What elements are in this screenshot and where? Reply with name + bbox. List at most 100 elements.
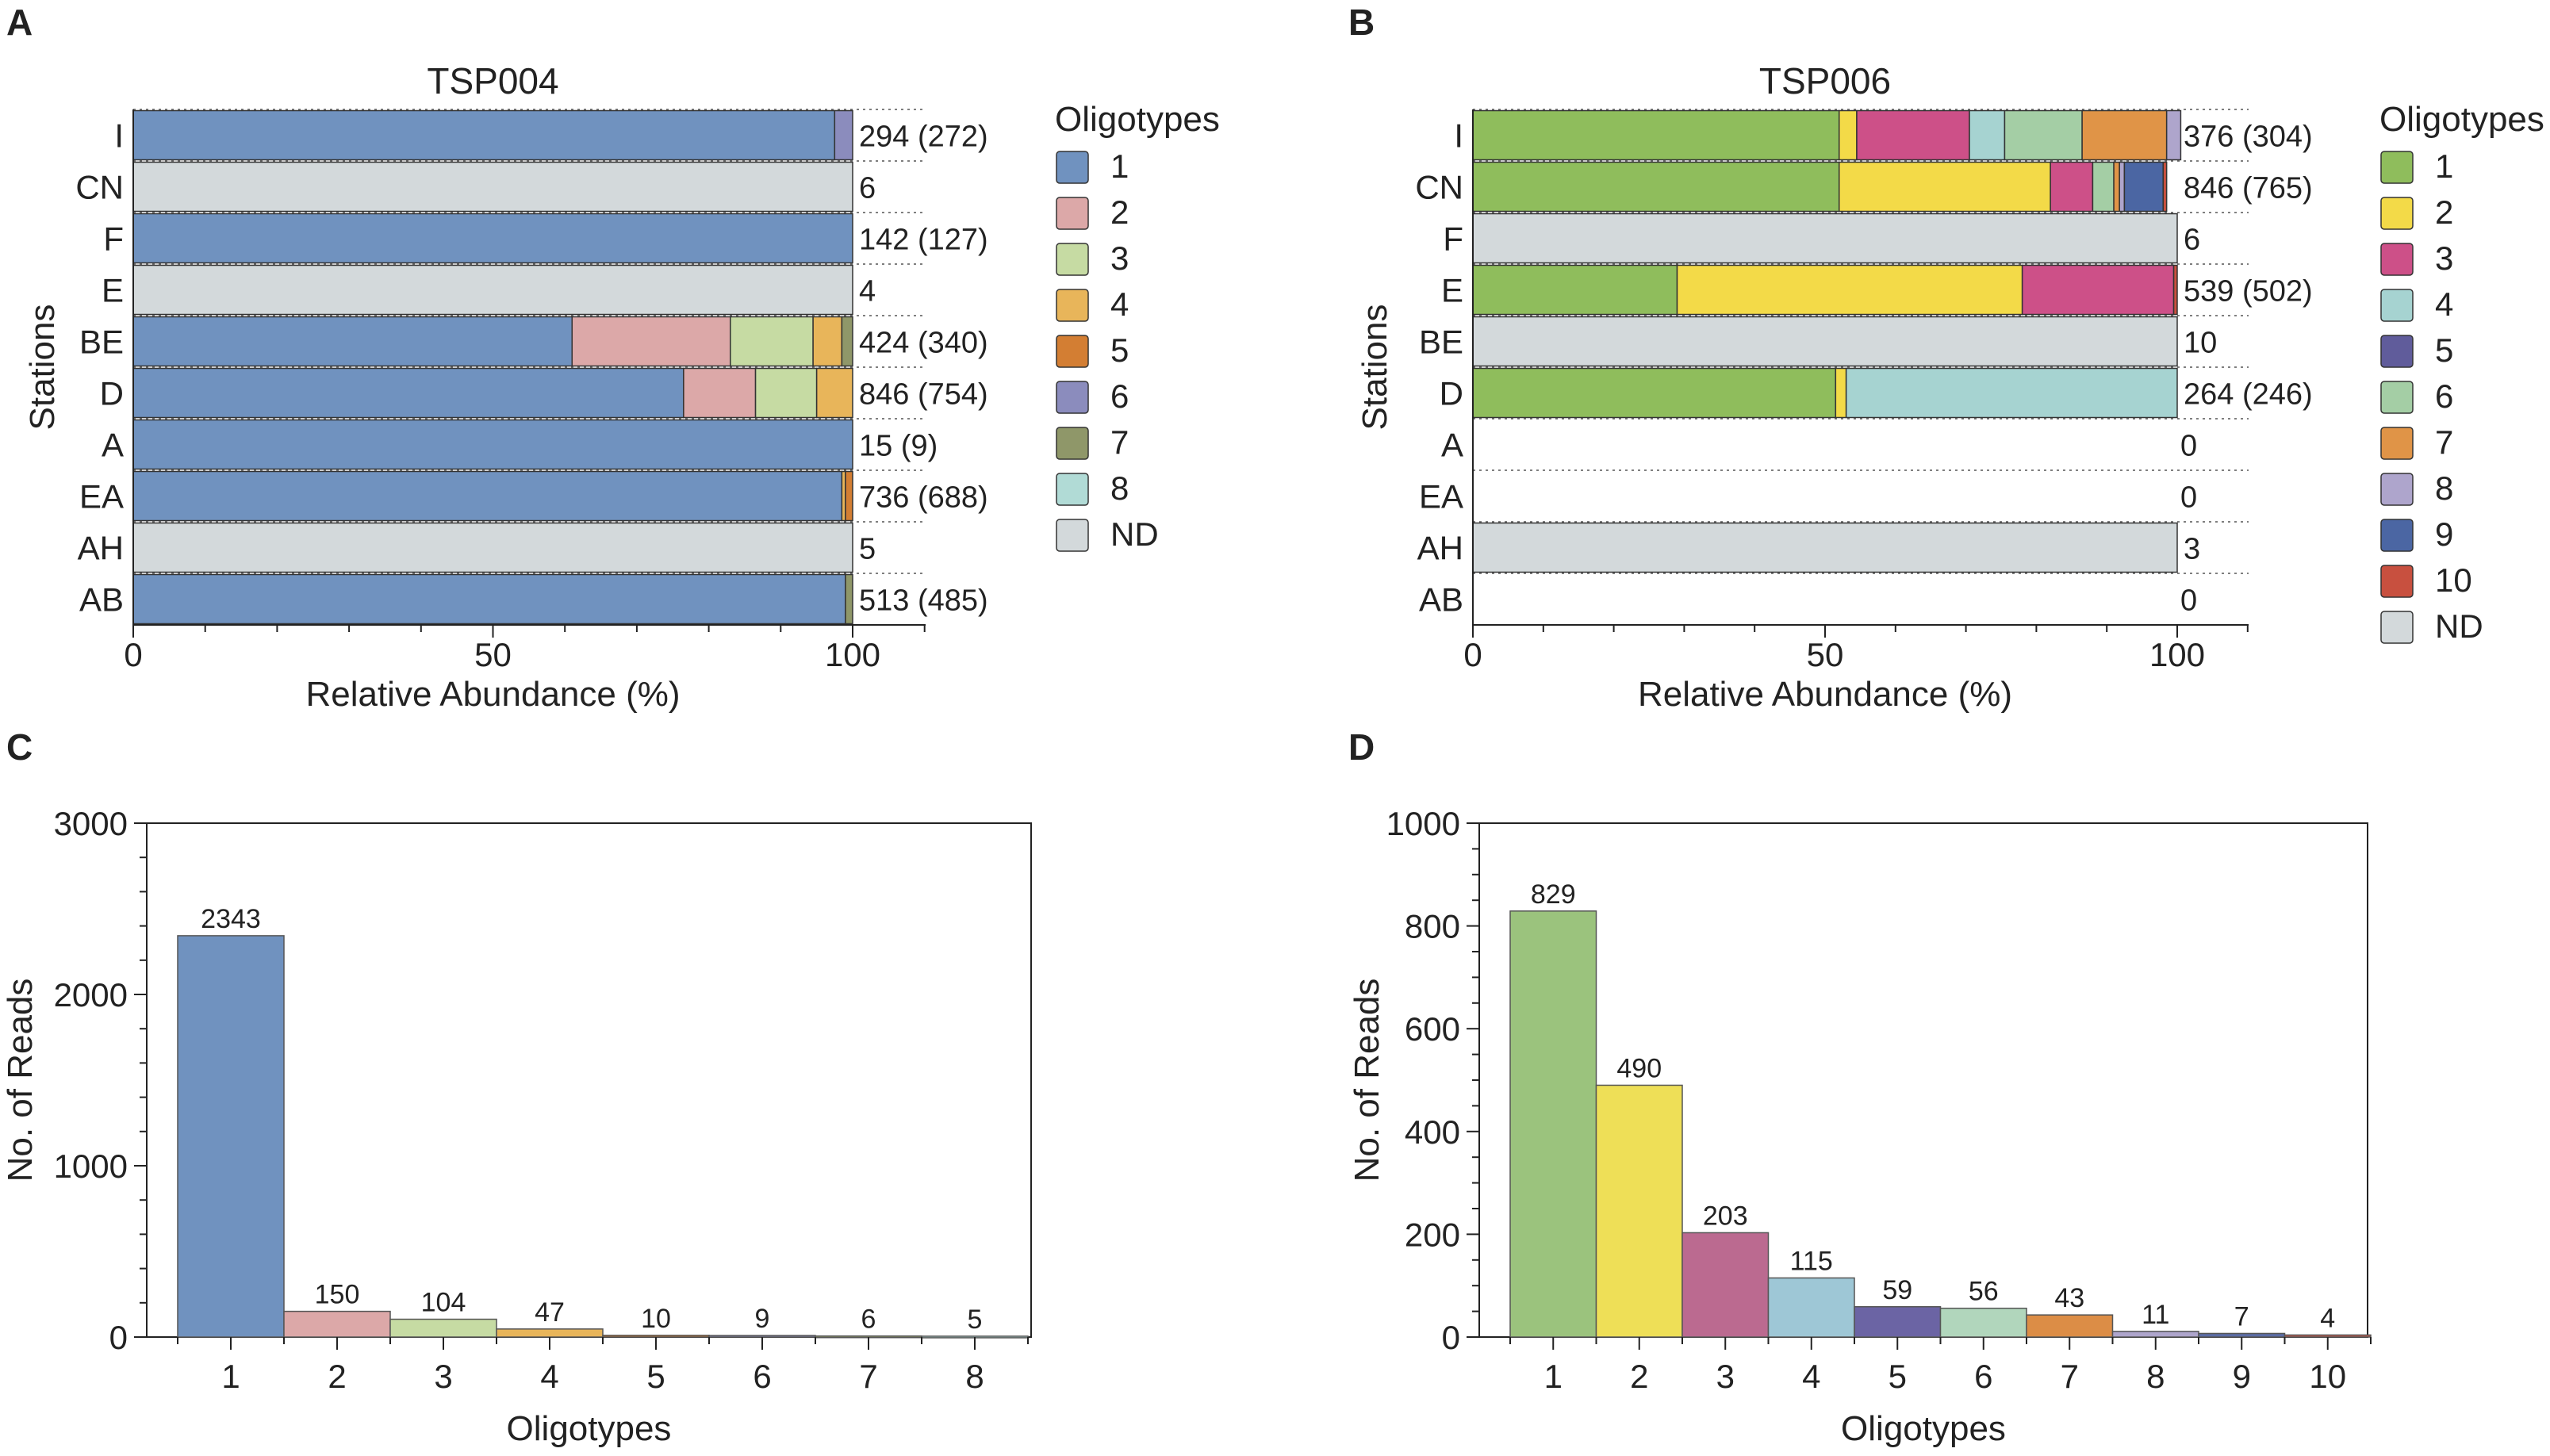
bar-segment-oligotype-2 — [571, 316, 731, 367]
bar-segment-oligotype-10 — [2162, 161, 2168, 213]
x-tick-label: 8 — [965, 1358, 984, 1395]
bar-segment-oligotype-2 — [683, 367, 757, 419]
panel-letter: B — [1348, 2, 1375, 43]
bar-value-label: 2343 — [201, 904, 261, 934]
x-tick-label: 3 — [1716, 1358, 1735, 1395]
panel-letter: C — [6, 726, 33, 768]
y-tick-label: 2000 — [54, 976, 128, 1013]
station-label: F — [103, 220, 124, 258]
bar-oligotype-8 — [2111, 1331, 2199, 1338]
station-label: AH — [1417, 530, 1463, 567]
x-tick-label: 0 — [124, 636, 142, 673]
bar-oligotype-5 — [602, 1335, 710, 1338]
y-tick-label: 1000 — [1386, 805, 1460, 842]
legend-label: 8 — [2435, 469, 2453, 507]
legend-swatch — [1056, 289, 1089, 322]
x-tick-label: 4 — [1802, 1358, 1820, 1395]
y-axis-title: Stations — [1356, 305, 1394, 431]
legend-swatch — [2380, 381, 2414, 414]
legend-swatch — [1056, 473, 1089, 506]
x-tick-label: 50 — [1807, 636, 1844, 673]
bar-segment-oligotype-1 — [132, 109, 836, 161]
legend-swatch — [1056, 335, 1089, 368]
bar-oligotype-10 — [2283, 1334, 2372, 1338]
bar-segment-oligotype-1 — [1472, 109, 1840, 161]
bar-segment-oligotype-10 — [2172, 264, 2178, 316]
bar-value-label: 829 — [1531, 879, 1576, 910]
bar-value-label: 490 — [1616, 1053, 1662, 1083]
chart-title: TSP004 — [427, 60, 558, 102]
station-label: I — [114, 117, 124, 155]
panel-a: A TSP004 I 294 (272) CN 6 F 142 (127) E 4 BE 424 (3… — [6, 2, 1220, 714]
chart-title: TSP006 — [1759, 60, 1891, 102]
bar-segment-oligotype-1 — [1472, 161, 1840, 213]
y-tick-label: 0 — [1442, 1319, 1460, 1356]
x-tick-label: 1 — [221, 1358, 240, 1395]
legend-label: 5 — [2435, 331, 2453, 369]
x-tick-label: 7 — [859, 1358, 877, 1395]
station-label: AB — [1419, 581, 1463, 619]
station-label: EA — [1419, 478, 1463, 515]
legend-label: 4 — [2435, 285, 2453, 323]
legend-swatch — [2380, 243, 2414, 276]
legend-swatch — [1056, 151, 1089, 184]
legend-label: ND — [2435, 607, 2483, 645]
read-count-label: 6 — [2184, 224, 2200, 257]
bar-segment-oligotype-4 — [1845, 367, 2178, 419]
y-axis-title: No. of Reads — [1348, 979, 1386, 1182]
bar-segment-oligotype-9 — [2123, 161, 2164, 213]
bar-value-label: 150 — [315, 1280, 360, 1310]
x-axis-title: Relative Abundance (%) — [305, 675, 680, 714]
bar-segment-oligotype-4 — [815, 367, 853, 419]
bar-segment-oligotype-2 — [1839, 109, 1858, 161]
read-count-label: 0 — [2180, 430, 2197, 463]
legend-swatch — [2380, 519, 2414, 552]
legend-swatch — [1056, 519, 1089, 552]
read-count-label: 513 (485) — [859, 584, 988, 618]
bar-segment-oligotype-7 — [2113, 161, 2120, 213]
bar-oligotype-1 — [1509, 910, 1597, 1338]
y-tick-label: 800 — [1405, 908, 1460, 945]
x-tick-label: 100 — [825, 636, 880, 673]
bar-oligotype-9 — [2198, 1332, 2286, 1338]
bar-segment-oligotype-3 — [2021, 264, 2175, 316]
panel-letter: A — [6, 2, 33, 43]
legend-label: 1 — [1110, 148, 1129, 185]
read-count-label: 5 — [859, 533, 876, 566]
bar-value-label: 56 — [1969, 1277, 1999, 1307]
x-tick-label: 10 — [2309, 1358, 2346, 1395]
legend-label: 10 — [2435, 561, 2472, 599]
bar-segment-oligotype-1 — [1472, 367, 1837, 419]
bar-segment-oligotype-7 — [841, 316, 853, 367]
y-tick-label: 3000 — [54, 805, 128, 842]
read-count-label: 0 — [2180, 481, 2197, 515]
legend-swatch — [2380, 335, 2414, 368]
read-count-label: 3 — [2184, 533, 2200, 566]
legend-label: 7 — [2435, 423, 2453, 461]
bar-segment-oligotype-6 — [834, 109, 853, 161]
station-label: I — [1454, 117, 1463, 155]
bar-segment-oligotype-6 — [2092, 161, 2115, 213]
bar-value-label: 4 — [2320, 1303, 2335, 1333]
legend-label: 2 — [2435, 193, 2453, 231]
bar-oligotype-1 — [177, 935, 285, 1338]
legend-label: 6 — [2435, 377, 2453, 415]
read-count-label: 6 — [859, 172, 876, 205]
station-label: F — [1443, 220, 1463, 258]
bar-oligotype-7 — [2026, 1314, 2114, 1338]
station-label: AH — [78, 530, 124, 567]
x-tick-label: 7 — [2061, 1358, 2079, 1395]
legend-swatch — [2380, 565, 2414, 598]
read-count-label: 539 (502) — [2184, 275, 2313, 308]
bar-oligotype-3 — [389, 1318, 497, 1338]
bar-value-label: 59 — [1882, 1275, 1912, 1305]
bar-segment-oligotype-5 — [845, 470, 853, 522]
read-count-label: 736 (688) — [859, 481, 988, 515]
y-axis-title: Stations — [23, 305, 62, 431]
legend-label: 4 — [1110, 285, 1129, 323]
bar-segment-oligotype-7 — [845, 573, 853, 625]
station-label: A — [1441, 427, 1463, 464]
x-tick-label: 6 — [1974, 1358, 1992, 1395]
bar-value-label: 5 — [968, 1305, 983, 1335]
station-label: CN — [75, 169, 124, 206]
